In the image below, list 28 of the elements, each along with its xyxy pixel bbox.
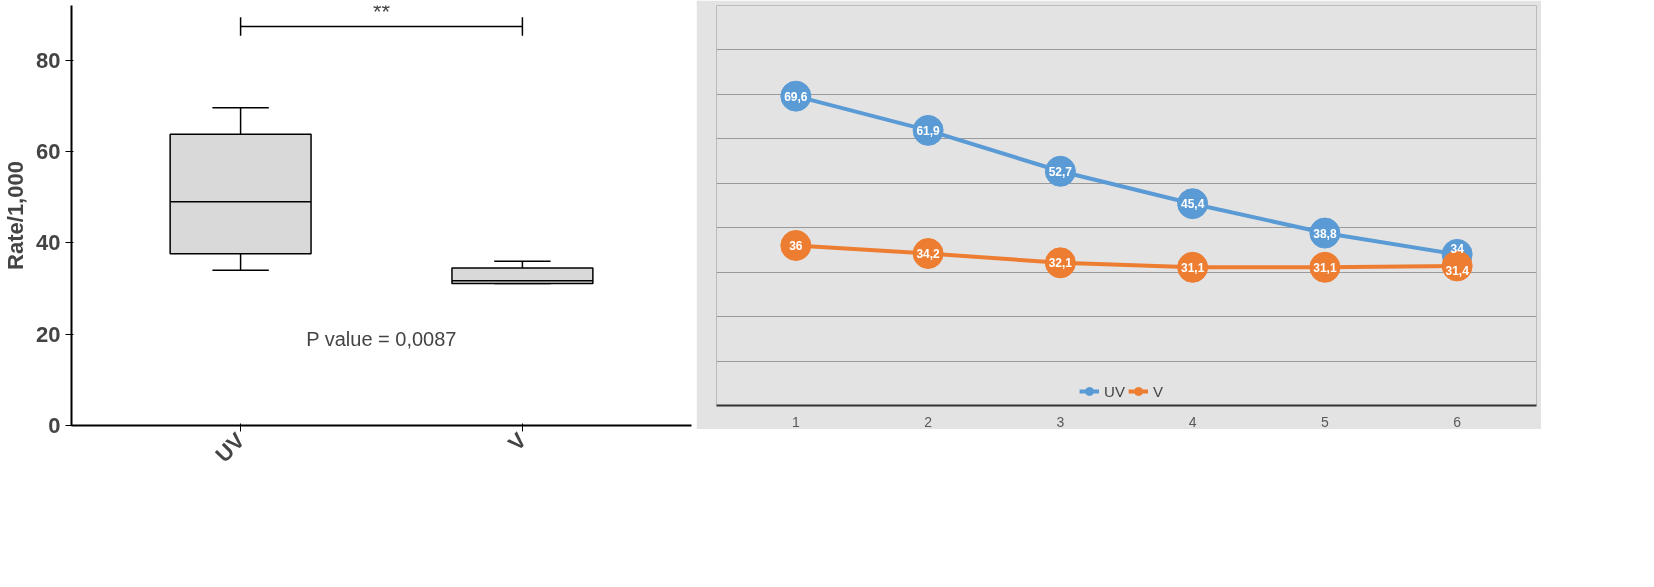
data-label: 52,7 [1048, 164, 1073, 179]
data-label: 69,6 [784, 89, 808, 104]
x-tick-label: 2 [924, 413, 933, 430]
data-label: 45,4 [1180, 197, 1205, 212]
x-tick-label: 5 [1320, 413, 1329, 430]
y-tick-label: 40 [36, 230, 61, 256]
x-tick-label: 3 [1056, 413, 1065, 430]
y-axis-title: Rate/1,000 [3, 161, 29, 270]
legend-label: UV [1104, 382, 1125, 400]
x-tick-label: V [503, 427, 532, 456]
x-tick-label: 6 [1453, 413, 1462, 430]
data-label: 34,2 [916, 247, 941, 261]
data-label: 61,9 [916, 123, 941, 138]
y-tick-label: 60 [36, 139, 61, 165]
x-tick-label: 1 [791, 413, 800, 430]
data-label: 31,4 [1445, 264, 1470, 279]
annotation: P value = 0,0087 [306, 327, 457, 350]
y-tick-label: 0 [48, 413, 61, 438]
data-label: 31,1 [1313, 260, 1337, 275]
x-tick-label: UV [210, 427, 250, 468]
y-tick-label: 20 [36, 321, 61, 347]
data-label: 36 [789, 239, 803, 253]
legend-label: V [1152, 382, 1164, 400]
data-label: 38,8 [1313, 226, 1337, 241]
data-label: 31,1 [1180, 260, 1205, 275]
y-tick-label: 80 [36, 47, 61, 73]
x-tick-label: 4 [1188, 413, 1197, 430]
data-label: 32,1 [1048, 256, 1073, 271]
